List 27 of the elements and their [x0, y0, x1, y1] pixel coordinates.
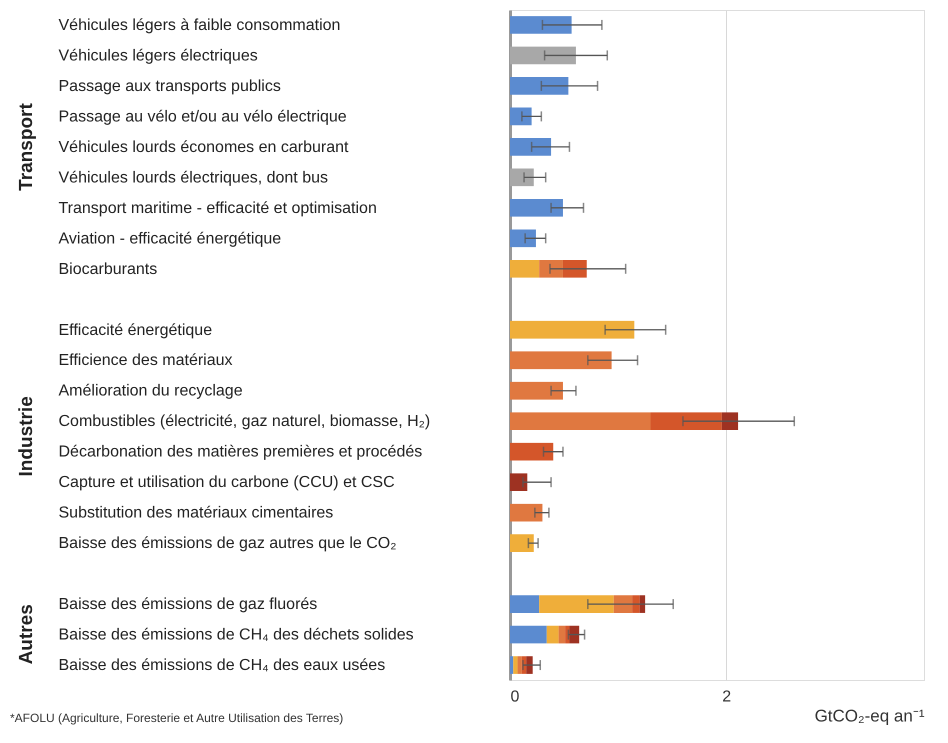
y-tick-label: Substitution des matériaux cimentaires — [58, 504, 334, 522]
y-tick-label: Passage au vélo et/ou au vélo électrique — [58, 108, 347, 126]
y-tick-label: Biocarburants — [58, 260, 158, 278]
text: *AFOLU (Agriculture, Foresterie et Autre Utilisation des Terres) — [10, 711, 344, 725]
text: Industrie — [16, 396, 37, 476]
y-tick-label: Baisse des émissions de gaz autres que le CO₂ — [58, 535, 396, 552]
y-tick-label: Baisse des émissions de CH₄ des déchets solides — [58, 626, 414, 644]
y-tick-label: Véhicules légers à faible consommation — [58, 16, 340, 34]
y-tick-label: Véhicules lourds économes en carburant — [58, 138, 349, 156]
y-tick-label: Amélioration du recyclage — [58, 382, 243, 400]
y-tick-label: Baisse des émissions de CH₄ des eaux usées — [58, 657, 386, 674]
text: Transport — [16, 102, 37, 191]
y-tick-label: Aviation - efficacité énergétique — [58, 230, 282, 248]
y-tick-label: Capture et utilisation du carbone (CCU) et CSC — [58, 474, 395, 492]
y-tick-label: Passage aux transports publics — [58, 78, 281, 95]
y-tick-label: Transport maritime - efficacité et optimisation — [58, 200, 377, 217]
y-tick-label: Efficience des matériaux — [58, 352, 233, 370]
x-tick-label: 0 — [510, 688, 520, 706]
text: Autres — [16, 604, 37, 664]
y-tick-label: Véhicules lourds électriques, dont bus — [58, 169, 328, 186]
y-tick-label: Décarbonation des matières premières et procédés — [58, 444, 422, 461]
y-tick-label: Baisse des émissions de gaz fluorés — [58, 596, 318, 614]
y-tick-label: Véhicules légers électriques — [58, 47, 258, 64]
x-tick-label: 2 — [722, 688, 732, 706]
x-axis-title: GtCO₂-eq an⁻¹ — [814, 706, 925, 726]
y-tick-label: Combustibles (électricité, gaz naturel, biomasse, H₂) — [58, 413, 430, 430]
y-tick-label: Efficacité énergétique — [58, 322, 212, 339]
